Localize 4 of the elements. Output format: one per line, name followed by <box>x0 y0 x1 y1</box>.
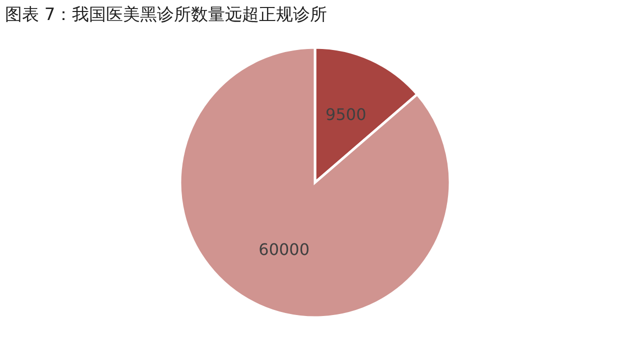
pie-slice <box>178 46 451 319</box>
data-label: 60000 <box>258 240 310 260</box>
chart-title: 图表 7：我国医美黑诊所数量远超正规诊所 <box>5 5 328 25</box>
data-label: 9500 <box>326 104 366 124</box>
